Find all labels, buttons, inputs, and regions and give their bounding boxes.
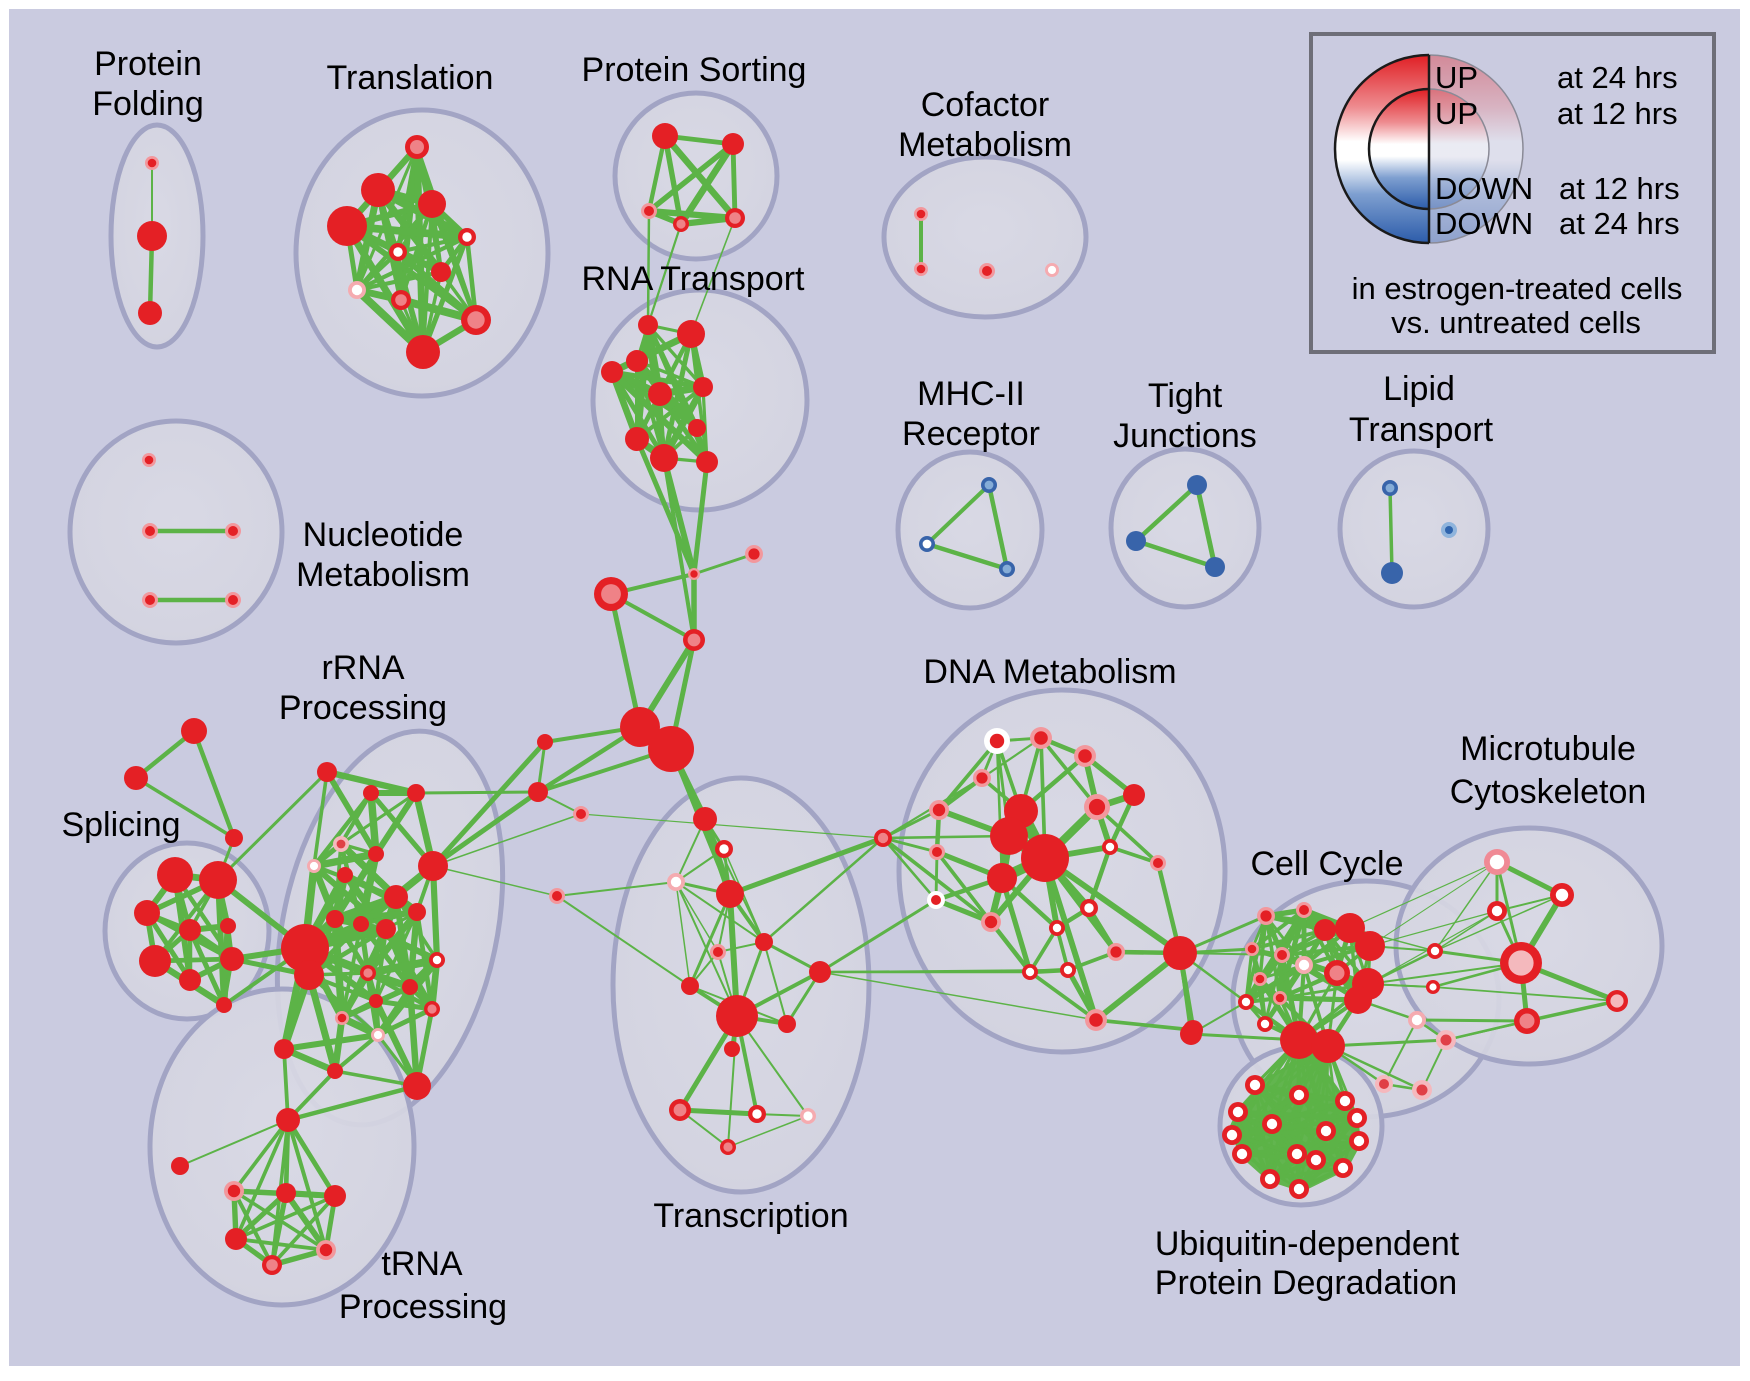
svg-text:tRNA: tRNA	[381, 1245, 463, 1283]
svg-text:DOWN: DOWN	[1435, 171, 1533, 206]
svg-text:Splicing: Splicing	[61, 806, 180, 844]
svg-text:vs. untreated cells: vs. untreated cells	[1391, 305, 1641, 340]
svg-text:at 24 hrs: at 24 hrs	[1557, 60, 1678, 95]
svg-text:Processing: Processing	[279, 689, 447, 727]
svg-text:Folding: Folding	[92, 85, 204, 123]
svg-text:at 12 hrs: at 12 hrs	[1559, 171, 1680, 206]
svg-text:DNA Metabolism: DNA Metabolism	[923, 653, 1176, 691]
svg-text:Tight: Tight	[1148, 377, 1223, 415]
svg-text:Processing: Processing	[339, 1288, 507, 1326]
svg-text:Lipid: Lipid	[1383, 370, 1455, 408]
svg-text:Junctions: Junctions	[1113, 417, 1257, 455]
svg-text:Metabolism: Metabolism	[898, 126, 1072, 164]
svg-text:Metabolism: Metabolism	[296, 556, 470, 594]
svg-text:UP: UP	[1435, 60, 1478, 95]
svg-text:Cell Cycle: Cell Cycle	[1250, 845, 1403, 883]
svg-text:Cofactor: Cofactor	[921, 86, 1050, 124]
svg-text:RNA Transport: RNA Transport	[582, 260, 806, 298]
svg-text:UP: UP	[1435, 96, 1478, 131]
svg-text:Protein Sorting: Protein Sorting	[582, 51, 807, 89]
svg-text:Protein: Protein	[94, 45, 202, 83]
svg-text:in estrogen-treated cells: in estrogen-treated cells	[1352, 271, 1683, 306]
svg-text:Protein Degradation: Protein Degradation	[1155, 1264, 1457, 1302]
svg-text:Receptor: Receptor	[902, 415, 1040, 453]
svg-text:Cytoskeleton: Cytoskeleton	[1450, 773, 1647, 811]
svg-text:Microtubule: Microtubule	[1460, 730, 1636, 768]
svg-text:Ubiquitin-dependent: Ubiquitin-dependent	[1155, 1225, 1460, 1263]
svg-text:MHC-II: MHC-II	[917, 375, 1025, 413]
svg-text:Transcription: Transcription	[653, 1197, 848, 1235]
svg-text:DOWN: DOWN	[1435, 206, 1533, 241]
svg-text:rRNA: rRNA	[321, 649, 404, 687]
svg-text:at 24 hrs: at 24 hrs	[1559, 206, 1680, 241]
svg-text:Translation: Translation	[327, 59, 494, 97]
svg-text:at 12 hrs: at 12 hrs	[1557, 96, 1678, 131]
svg-text:Transport: Transport	[1349, 411, 1494, 449]
svg-text:Nucleotide: Nucleotide	[303, 516, 464, 554]
